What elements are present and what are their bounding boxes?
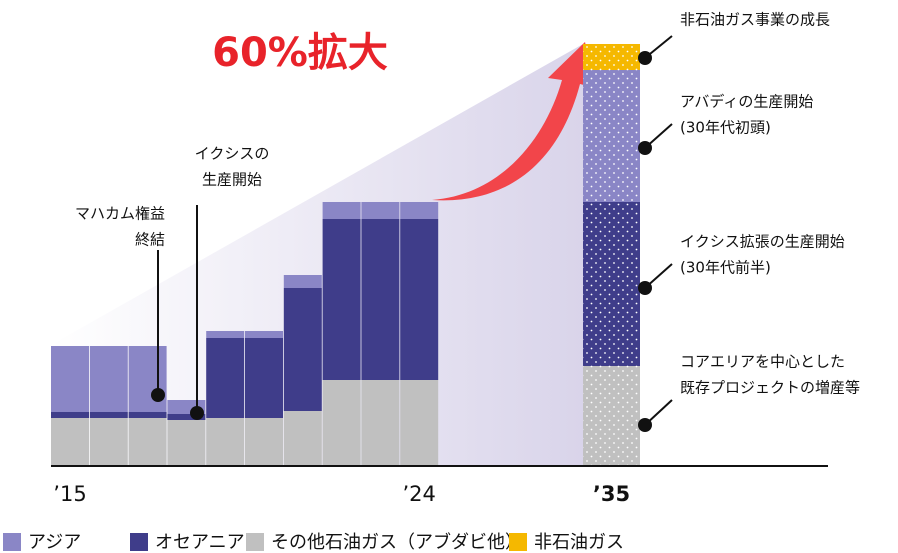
annotation: コアエリアを中心とした	[680, 353, 845, 371]
growth-arrow	[432, 42, 596, 201]
legend-label: その他石油ガス（アブダビ他）	[271, 531, 523, 553]
x-tick-label: ’15	[53, 482, 86, 506]
bar-segment	[361, 219, 400, 380]
bar-segment	[206, 418, 245, 466]
bar-segment	[167, 420, 206, 466]
bar-segment	[245, 331, 283, 338]
bar-segment	[51, 412, 89, 418]
bar-segment	[89, 346, 128, 412]
bar-segment	[283, 288, 322, 411]
callout-dot	[638, 281, 652, 295]
annotation: (30年代前半)	[680, 259, 771, 277]
bar-segment	[322, 380, 361, 466]
annotation: 既存プロジェクトの増産等	[680, 379, 860, 397]
callout-dot	[151, 388, 165, 402]
bar-segment	[583, 202, 640, 366]
bar-segment	[400, 202, 439, 219]
legend-label: 非石油ガス	[534, 532, 624, 553]
bar-segment	[283, 411, 322, 466]
bar-segment	[206, 331, 245, 338]
bar-segment	[128, 346, 167, 412]
annotation: マハカム権益	[75, 205, 165, 223]
bar-segment	[583, 44, 640, 70]
bar-segment	[51, 346, 89, 412]
callout-dot	[638, 51, 652, 65]
bar-segment	[361, 202, 400, 219]
bar-segment	[245, 418, 283, 466]
annotation: アバディの生産開始	[680, 93, 813, 111]
legend-swatch	[3, 533, 21, 551]
x-tick-label: ’24	[402, 482, 435, 506]
bar-segment	[206, 338, 245, 418]
bar-segment	[167, 414, 206, 420]
bar-segment	[322, 202, 361, 219]
callout-dot	[638, 418, 652, 432]
bar-segment	[583, 366, 640, 466]
annotation: 生産開始	[202, 171, 262, 189]
annotation: イクシス拡張の生産開始	[680, 233, 845, 251]
annotation: イクシスの	[195, 145, 270, 163]
annotation: 終結	[135, 231, 165, 249]
callout-dot	[638, 141, 652, 155]
bar-segment	[283, 275, 322, 288]
bar-segment	[89, 412, 128, 418]
annotation: 非石油ガス事業の成長	[680, 11, 830, 29]
legend-swatch	[130, 533, 148, 551]
x-tick-label: ’35	[593, 482, 630, 506]
headline: 60%拡大	[212, 30, 388, 76]
legend-swatch	[246, 533, 264, 551]
legend-swatch	[509, 533, 527, 551]
callout-dot	[190, 406, 204, 420]
bar-segment	[400, 380, 439, 466]
bar-segment	[89, 418, 128, 466]
annotation: (30年代初頭)	[680, 119, 771, 137]
bar-segment	[361, 380, 400, 466]
bar-segment	[128, 418, 167, 466]
bar-segment	[583, 70, 640, 202]
bars	[51, 44, 640, 466]
legend-label: オセアニア	[155, 532, 245, 553]
bar-segment	[51, 418, 89, 466]
bar-segment	[128, 412, 167, 418]
bar-segment	[322, 219, 361, 380]
growth-area	[51, 44, 583, 466]
legend-label: アジア	[28, 532, 81, 553]
bar-segment	[400, 219, 439, 380]
bar-segment	[245, 338, 283, 418]
